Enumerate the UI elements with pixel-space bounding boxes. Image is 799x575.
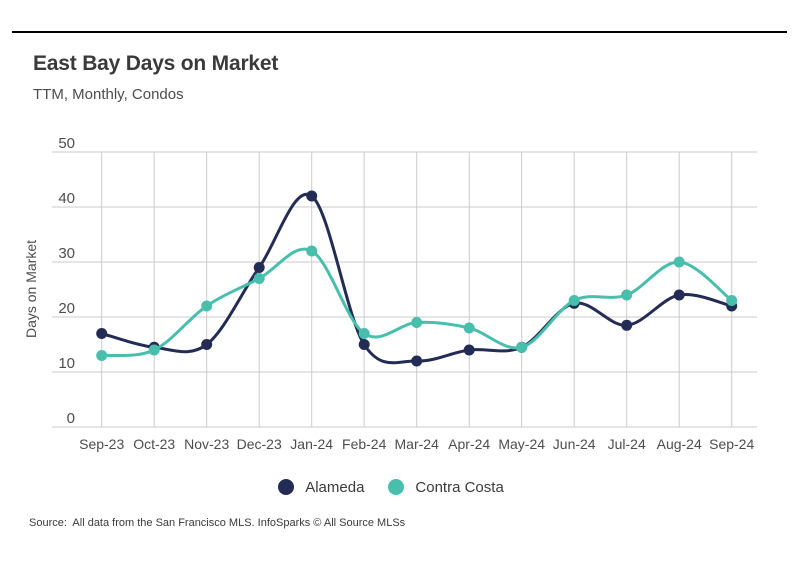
- x-tick-label: Mar-24: [395, 436, 440, 452]
- x-tick-label: Aug-24: [657, 436, 702, 452]
- y-tick-label: 10: [58, 355, 75, 372]
- x-tick-label: Sep-23: [79, 436, 124, 452]
- data-point-alameda: [621, 319, 633, 331]
- x-tick-label: Nov-23: [184, 436, 229, 452]
- legend-label: Alameda: [305, 478, 365, 496]
- legend-item-alameda: Alameda: [278, 479, 364, 496]
- x-tick-label: Dec-23: [237, 436, 282, 452]
- data-point-contra-costa: [516, 341, 528, 353]
- data-point-contra-costa: [306, 245, 318, 257]
- legend-item-contra-costa: Contra Costa: [388, 478, 504, 496]
- y-axis-title: Days on Market: [23, 240, 39, 338]
- x-tick-label: Jun-24: [553, 436, 596, 452]
- chart-title: East Bay Days on Market: [33, 52, 279, 75]
- chart-legend: Alameda Contra Costa: [0, 476, 782, 498]
- data-point-contra-costa: [726, 295, 738, 306]
- x-tick-label: Sep-24: [709, 436, 754, 452]
- top-divider: [12, 31, 787, 33]
- data-point-alameda: [463, 344, 475, 356]
- y-tick-label: 0: [67, 410, 75, 427]
- y-tick-label: 50: [58, 135, 75, 152]
- data-point-contra-costa: [358, 328, 370, 339]
- x-tick-label: May-24: [498, 436, 545, 452]
- data-point-contra-costa: [463, 322, 475, 334]
- y-tick-label: 30: [58, 245, 75, 262]
- y-tick-label: 40: [58, 190, 75, 207]
- x-tick-label: Apr-24: [448, 436, 490, 452]
- data-point-contra-costa: [568, 295, 580, 306]
- chart-subtitle: TTM, Monthly, Condos: [33, 86, 184, 103]
- data-point-contra-costa: [621, 289, 633, 301]
- data-point-contra-costa: [411, 317, 423, 328]
- y-tick-label: 20: [58, 300, 75, 317]
- x-tick-label: Oct-23: [133, 436, 175, 452]
- x-tick-label: Feb-24: [342, 436, 387, 452]
- data-point-contra-costa: [96, 350, 108, 361]
- data-point-alameda: [306, 190, 318, 202]
- data-point-alameda: [253, 262, 265, 273]
- data-point-contra-costa: [673, 256, 685, 268]
- x-tick-label: Jan-24: [290, 436, 333, 452]
- data-point-contra-costa: [253, 273, 265, 284]
- data-point-alameda: [201, 339, 213, 350]
- legend-marker-alameda: [278, 479, 295, 495]
- data-point-contra-costa: [148, 344, 160, 356]
- data-point-alameda: [96, 328, 108, 339]
- data-point-contra-costa: [201, 300, 213, 312]
- data-point-alameda: [358, 339, 370, 350]
- legend-marker-contra-costa: [388, 479, 405, 495]
- data-point-alameda: [411, 355, 423, 367]
- legend-label: Contra Costa: [415, 478, 504, 496]
- x-tick-label: Jul-24: [608, 436, 646, 452]
- data-point-alameda: [673, 289, 685, 301]
- source-note: Source: All data from the San Francisco …: [29, 517, 406, 529]
